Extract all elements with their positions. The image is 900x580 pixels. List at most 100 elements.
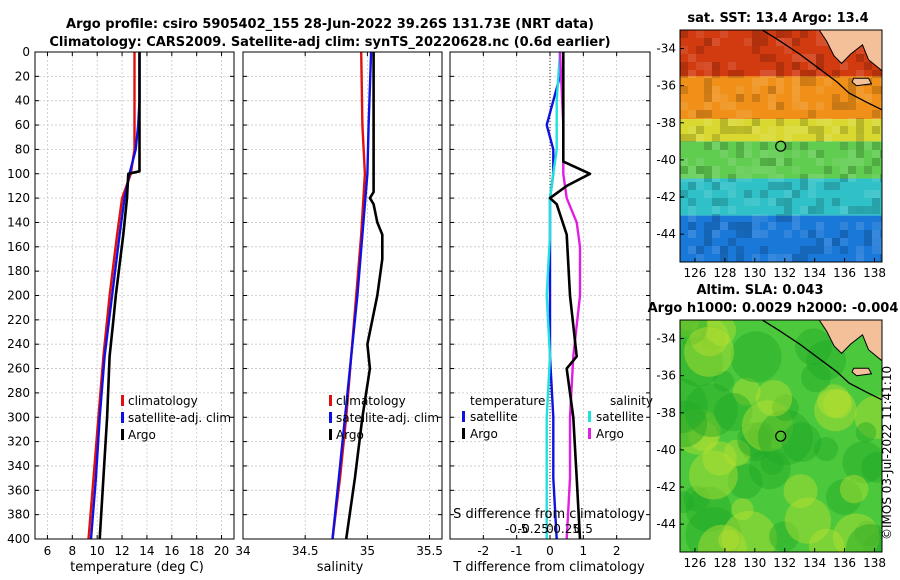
sst-noise <box>680 174 688 182</box>
sla-blob <box>806 340 847 381</box>
sst-noise <box>752 158 760 166</box>
sst-noise <box>856 246 864 254</box>
x-tick-label: 20 <box>214 544 229 558</box>
sst-noise <box>856 150 864 158</box>
sst-noise <box>816 70 824 78</box>
sst-noise <box>856 86 864 94</box>
sst-noise <box>768 222 776 230</box>
sst-noise <box>768 198 776 206</box>
x-tick-label: 1 <box>580 544 588 558</box>
sst-noise <box>728 206 736 214</box>
sst-noise <box>680 30 688 38</box>
sst-noise <box>760 190 768 198</box>
y-tick-label: 220 <box>7 313 30 327</box>
sst-noise <box>680 158 688 166</box>
legend-swatch <box>121 429 124 440</box>
sla-blob <box>730 331 782 383</box>
sst-noise <box>744 38 752 46</box>
map-y-tick-label: -34 <box>656 42 676 56</box>
sla-blob <box>712 370 735 392</box>
sst-noise <box>752 166 760 174</box>
sst-noise <box>752 222 760 230</box>
sst-noise <box>880 86 882 94</box>
x-tick-label: 35 <box>360 544 375 558</box>
sst-noise <box>768 150 776 158</box>
sst-noise <box>792 86 800 94</box>
sst-noise <box>800 246 808 254</box>
argo-position-marker <box>775 430 787 442</box>
sst-noise <box>880 222 882 230</box>
sst-noise <box>840 174 848 182</box>
sla-background <box>680 320 882 552</box>
sst-noise <box>768 254 776 262</box>
sst-noise <box>744 190 752 198</box>
sst-noise <box>776 150 784 158</box>
sst-noise <box>728 238 736 246</box>
sst-noise <box>856 70 864 78</box>
sst-noise <box>752 46 760 54</box>
sst-noise <box>760 134 768 142</box>
sst-noise <box>832 182 840 190</box>
sst-noise <box>736 230 744 238</box>
sst-noise <box>720 150 728 158</box>
credit-text: ©IMOS 03-Jul-2022 11:41:10 <box>880 365 894 540</box>
sst-noise <box>848 86 856 94</box>
sst-noise <box>768 166 776 174</box>
sla-blob <box>689 450 738 500</box>
sla-blob <box>688 420 719 451</box>
sst-noise <box>784 142 792 150</box>
y-tick-label: 300 <box>7 410 30 424</box>
sst-noise <box>792 254 800 262</box>
sst-noise <box>712 182 720 190</box>
legend-label: satellite <box>596 410 644 424</box>
sst-noise <box>840 246 848 254</box>
sst-noise <box>752 118 760 126</box>
sla-blob <box>697 524 747 552</box>
sst-noise <box>792 70 800 78</box>
sst-noise <box>704 110 712 118</box>
sst-noise <box>704 102 712 110</box>
sst-noise <box>712 94 720 102</box>
sst-noise <box>800 30 808 38</box>
sst-noise <box>784 214 792 222</box>
sst-noise <box>816 134 824 142</box>
sst-noise <box>728 118 736 126</box>
sst-noise <box>864 190 872 198</box>
legend-swatch <box>329 395 332 406</box>
sla-blob <box>680 336 723 387</box>
sst-noise <box>848 158 856 166</box>
sst-noise <box>760 54 768 62</box>
sst-band <box>680 215 882 262</box>
x-tick-label: -1 <box>511 544 523 558</box>
sst-noise <box>824 118 832 126</box>
sla-blob <box>783 474 818 509</box>
sst-noise <box>720 198 728 206</box>
sst-noise <box>800 70 808 78</box>
sst-noise <box>848 118 856 126</box>
sst-noise <box>696 46 704 54</box>
sst-noise <box>736 70 744 78</box>
sst-noise <box>760 150 768 158</box>
map-x-tick-label: 126 <box>684 556 707 570</box>
sst-noise <box>784 158 792 166</box>
sst-noise <box>776 214 784 222</box>
sst-noise <box>760 214 768 222</box>
sst-noise <box>752 94 760 102</box>
sst-noise <box>688 54 696 62</box>
sst-noise <box>784 134 792 142</box>
sst-noise <box>776 118 784 126</box>
sst-noise <box>760 142 768 150</box>
x-tick-label: 14 <box>139 544 154 558</box>
sst-noise <box>816 126 824 134</box>
sst-band <box>680 76 882 120</box>
sst-noise <box>792 38 800 46</box>
sst-noise <box>880 78 882 86</box>
sst-noise <box>744 142 752 150</box>
sst-noise <box>704 78 712 86</box>
sla-blob <box>739 429 772 462</box>
map-x-tick-label: 132 <box>773 556 796 570</box>
sst-noise <box>704 86 712 94</box>
x-tick-label: 6 <box>44 544 52 558</box>
sst-noise <box>864 94 872 102</box>
